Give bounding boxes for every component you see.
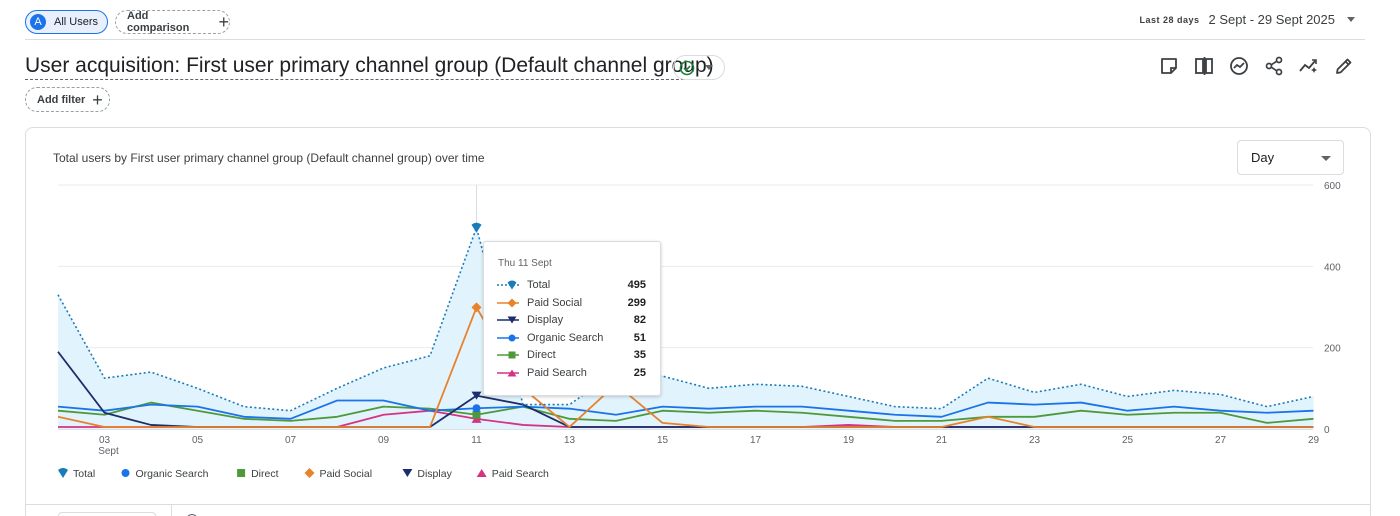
share-icon (1265, 56, 1283, 76)
tooltip-label: Paid Social (527, 296, 583, 309)
plus-icon: + (92, 89, 103, 110)
chart-title: Total users by First user primary channe… (53, 151, 485, 165)
report-toolbar (1146, 54, 1356, 78)
chevron-down-icon (1347, 17, 1355, 22)
trend-icon (1299, 59, 1317, 73)
tooltip-label: Paid Search (527, 367, 587, 379)
tooltip-value: 299 (627, 296, 646, 309)
tooltip-label: Direct (527, 349, 556, 362)
segment-chip-all-users[interactable]: A All Users (25, 10, 108, 34)
edit-button[interactable] (1332, 54, 1356, 78)
granularity-value: Day (1251, 150, 1275, 165)
tooltip-value: 82 (633, 314, 646, 327)
segment-label: All Users (54, 16, 99, 28)
compare-button[interactable] (1192, 54, 1216, 78)
tooltip-row-total: Total 495 (497, 277, 646, 293)
tooltip-marker-display (497, 316, 519, 324)
header-divider (25, 39, 1365, 40)
trend-button[interactable] (1297, 54, 1321, 78)
tooltip-row-organic: Organic Search 51 (497, 330, 646, 346)
edit-icon (1336, 58, 1352, 74)
tooltip-label: Display (527, 314, 564, 327)
tooltip-value: 25 (633, 367, 646, 379)
insights-icon (1230, 57, 1248, 75)
date-range-text: 2 Sept - 29 Sept 2025 (1208, 12, 1335, 27)
chart-tooltip: Thu 11 Sept Total 495 Paid Social 299 Displa… (483, 241, 661, 396)
chart-card: Total users by First user primary channe… (25, 127, 1371, 516)
table-control[interactable] (58, 512, 156, 516)
share-button[interactable] (1262, 54, 1286, 78)
add-comparison-button[interactable]: Add comparison + (115, 10, 230, 34)
page-title[interactable]: User acquisition: First user primary cha… (25, 52, 714, 80)
report-status-dropdown[interactable] (673, 55, 725, 80)
granularity-select[interactable]: Day (1237, 140, 1344, 175)
tooltip-marker-organic (497, 334, 519, 342)
chevron-down-icon (1321, 156, 1331, 161)
notes-icon (1161, 58, 1177, 74)
tooltip-marker-paid-search (497, 369, 519, 377)
plus-icon: + (218, 12, 229, 32)
tooltip-label: Total (527, 279, 551, 291)
chevron-down-icon (705, 65, 713, 70)
card-divider (26, 504, 1370, 505)
add-filter-button[interactable]: Add filter + (25, 87, 110, 112)
segment-avatar: A (30, 14, 46, 30)
top-bar: A All Users Add comparison + Last 28 day… (25, 9, 1365, 37)
date-preset: Last 28 days (1139, 14, 1200, 25)
compare-columns-icon (1195, 57, 1213, 75)
tooltip-value: 51 (633, 331, 646, 344)
tooltip-marker-paid-social (497, 298, 519, 308)
tooltip-date: Thu 11 Sept (498, 258, 552, 269)
tooltip-row-display: Display 82 (497, 312, 646, 328)
tooltip-label: Organic Search (527, 331, 604, 344)
tooltip-marker-direct (497, 351, 519, 359)
insights-button[interactable] (1227, 54, 1251, 78)
tooltip-marker-total (497, 280, 519, 290)
tooltip-row-paid-social: Paid Social 299 (497, 295, 646, 311)
tooltip-value: 35 (633, 349, 646, 362)
table-control-separator (171, 505, 172, 516)
tooltip-row-paid-search: Paid Search 25 (497, 365, 646, 381)
add-filter-label: Add filter (37, 93, 86, 106)
tooltip-value: 495 (627, 279, 646, 291)
add-comparison-label: Add comparison (127, 10, 190, 34)
notes-button[interactable] (1157, 54, 1181, 78)
tooltip-row-direct: Direct 35 (497, 347, 646, 363)
date-range-picker[interactable]: Last 28 days 2 Sept - 29 Sept 2025 (1139, 12, 1355, 27)
check-circle-icon (679, 60, 695, 75)
